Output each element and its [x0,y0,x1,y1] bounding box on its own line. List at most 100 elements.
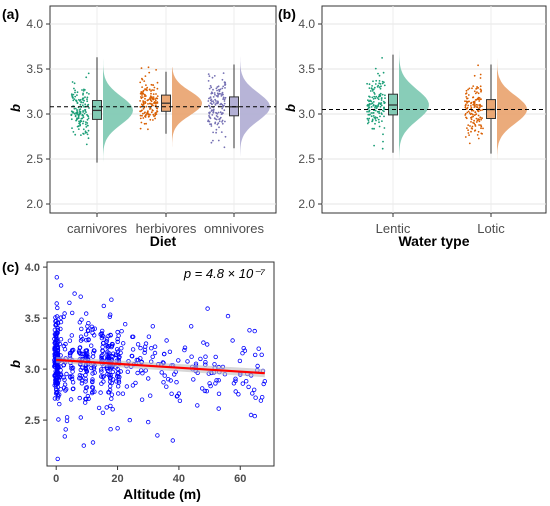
data-point-omnivores [210,86,213,89]
data-point-omnivores [223,102,226,105]
data-point [230,338,235,343]
data-point-Lentic [372,101,375,103]
data-point [70,386,76,392]
data-point [79,381,85,386]
data-point-Lentic [368,83,371,86]
data-point [120,391,126,396]
data-point [246,384,251,390]
data-point-Lotic [466,102,468,104]
data-point-Lotic [466,97,469,100]
data-point [54,275,59,280]
data-point [52,396,58,401]
data-point-Lotic [480,90,482,93]
data-point-Lotic [470,105,472,107]
data-point-carnivores [81,114,84,117]
data-point [116,333,121,338]
data-point-Lotic [471,127,474,130]
data-point-carnivores [73,107,76,110]
data-point-herbivores [147,66,150,69]
data-point-omnivores [221,122,224,125]
density-cloud-carnivores [103,31,133,196]
data-point-herbivores [152,84,155,86]
data-point-Lotic [471,125,474,128]
data-point [91,350,96,356]
data-point [138,345,143,351]
data-point [142,350,147,355]
data-point-Lentic [384,94,386,97]
data-point-herbivores [141,109,143,112]
data-point [61,375,66,380]
data-point-herbivores [156,97,159,100]
data-point-herbivores [145,95,147,97]
data-point-carnivores [82,92,84,95]
data-point-herbivores [142,117,145,119]
data-point-Lotic [465,96,468,98]
data-point-Lotic [479,73,482,76]
data-point-Lotic [477,64,479,67]
data-point [199,386,205,391]
data-point-Lentic [382,71,385,74]
data-point-Lentic [383,115,385,118]
data-point-omnivores [217,139,220,142]
data-point-omnivores [210,125,213,127]
data-point [63,427,68,432]
data-point-Lotic [473,74,476,77]
data-point [161,380,166,385]
data-point [252,413,257,419]
regression-line [56,358,265,375]
data-point-Lentic [369,96,371,98]
data-point-Lotic [477,137,480,140]
data-point [108,373,113,378]
data-point-Lentic [376,116,379,119]
data-point-carnivores [86,122,89,124]
data-point [188,324,194,329]
data-point-herbivores [139,117,142,120]
data-point-herbivores [154,99,157,102]
data-point [115,426,120,431]
data-point-Lentic [381,57,383,59]
data-point-omnivores [216,89,219,92]
data-point-herbivores [152,93,155,95]
data-point [247,328,252,333]
data-point [118,350,123,355]
data-point [167,349,173,354]
data-point [125,369,130,374]
data-point-Lotic [472,113,474,116]
data-point-Lentic [382,100,385,103]
y-tick-label: 2.0 [298,197,315,211]
data-point [58,283,64,288]
density-cloud-Lentic [399,33,429,195]
data-point-Lotic [480,89,483,92]
data-point-Lentic [379,105,382,108]
data-point-carnivores [78,122,80,125]
data-point-herbivores [144,102,147,104]
data-point-carnivores [81,104,84,107]
data-point [195,403,200,408]
data-point-omnivores [209,85,212,87]
data-point-Lentic [371,85,373,87]
data-point-carnivores [82,93,84,96]
data-point [216,378,221,383]
data-point [69,366,74,371]
data-point-herbivores [144,97,146,100]
data-point-carnivores [79,103,82,106]
data-point-carnivores [80,134,82,137]
data-point-omnivores [224,96,227,99]
y-tick-label: 3.5 [298,62,315,76]
data-point-herbivores [139,105,142,108]
data-point-carnivores [82,90,85,92]
data-point [251,387,257,392]
data-point-omnivores [218,126,220,129]
data-point-Lentic [376,97,379,99]
panel-b-x-label: Water type [398,233,469,249]
data-point [248,412,254,418]
data-point-Lentic [378,80,381,82]
data-point [203,360,208,365]
data-point [130,334,135,339]
data-point [56,417,61,422]
data-point-carnivores [71,127,73,129]
data-point-herbivores [142,107,145,110]
data-point-Lentic [372,115,375,117]
data-point [135,342,141,347]
data-point-Lentic [371,118,374,121]
